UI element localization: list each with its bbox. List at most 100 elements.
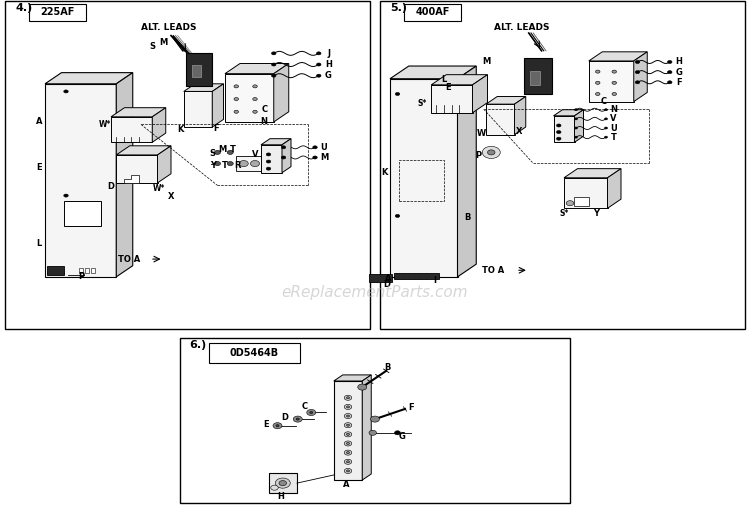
Polygon shape [514, 97, 526, 135]
Circle shape [596, 70, 600, 73]
Text: 225AF: 225AF [40, 8, 74, 17]
Circle shape [394, 431, 400, 435]
Bar [209, 343, 300, 363]
Circle shape [275, 478, 290, 488]
Text: M: M [320, 153, 328, 162]
Text: M: M [159, 38, 168, 47]
Text: H: H [325, 60, 332, 69]
Text: A: A [385, 274, 391, 283]
Text: T: T [610, 133, 616, 142]
Circle shape [574, 118, 578, 120]
Bar [186, 53, 212, 86]
Circle shape [668, 71, 672, 74]
Text: K: K [381, 168, 387, 177]
Circle shape [239, 161, 248, 167]
Text: Y: Y [593, 209, 599, 218]
Bar [404, 4, 461, 21]
Circle shape [612, 70, 616, 73]
Polygon shape [152, 108, 166, 142]
Polygon shape [158, 146, 171, 183]
Polygon shape [184, 84, 224, 91]
Circle shape [574, 127, 578, 129]
Text: E: E [263, 420, 269, 429]
Text: X: X [168, 192, 174, 201]
Text: E: E [36, 163, 42, 172]
Circle shape [316, 52, 321, 55]
Circle shape [346, 452, 350, 454]
Circle shape [346, 433, 350, 435]
Polygon shape [116, 73, 133, 277]
Circle shape [566, 201, 574, 206]
Text: C: C [601, 97, 607, 106]
Circle shape [266, 167, 271, 170]
Polygon shape [362, 375, 371, 480]
Circle shape [266, 160, 271, 163]
Circle shape [344, 423, 352, 428]
Text: C: C [262, 105, 268, 114]
Circle shape [214, 150, 220, 154]
Circle shape [635, 81, 640, 84]
Circle shape [344, 395, 352, 400]
Circle shape [346, 406, 350, 408]
Text: I: I [433, 276, 436, 285]
Circle shape [253, 98, 257, 101]
Circle shape [272, 74, 276, 77]
Polygon shape [564, 178, 608, 208]
Text: H: H [277, 492, 284, 501]
Circle shape [234, 98, 238, 101]
Circle shape [604, 118, 608, 120]
Polygon shape [116, 155, 158, 183]
Text: D: D [281, 413, 289, 422]
Text: N: N [610, 105, 617, 114]
Text: H: H [675, 57, 682, 67]
Circle shape [64, 90, 68, 93]
Text: D: D [382, 280, 390, 289]
Text: V: V [610, 114, 616, 123]
Text: B: B [464, 213, 470, 222]
Polygon shape [472, 75, 488, 113]
Polygon shape [225, 64, 289, 74]
Circle shape [344, 441, 352, 446]
Text: TO A: TO A [118, 255, 140, 264]
Circle shape [370, 416, 380, 422]
Bar [268, 473, 297, 493]
Circle shape [296, 418, 299, 420]
Bar [394, 273, 439, 279]
Circle shape [358, 384, 367, 390]
Circle shape [273, 423, 282, 429]
Text: S*: S* [418, 99, 427, 108]
Text: T: T [230, 145, 236, 154]
Text: 6.): 6.) [189, 340, 206, 351]
Text: ALT. LEADS: ALT. LEADS [494, 23, 549, 33]
Text: L: L [441, 75, 447, 84]
Circle shape [227, 162, 233, 166]
Circle shape [596, 81, 600, 84]
Circle shape [635, 71, 640, 74]
Polygon shape [274, 64, 289, 122]
Circle shape [251, 161, 260, 167]
Circle shape [556, 137, 561, 140]
Text: G: G [325, 71, 332, 80]
Text: F: F [213, 123, 219, 133]
Text: J: J [327, 49, 330, 58]
Circle shape [574, 109, 578, 111]
Polygon shape [458, 66, 476, 277]
Circle shape [612, 81, 616, 84]
Circle shape [604, 136, 608, 138]
Polygon shape [608, 169, 621, 208]
Circle shape [668, 81, 672, 84]
Text: C: C [302, 402, 307, 411]
Circle shape [344, 450, 352, 455]
Circle shape [612, 92, 616, 96]
Circle shape [313, 156, 317, 159]
Text: TO A: TO A [482, 266, 505, 275]
Polygon shape [116, 146, 171, 155]
Circle shape [266, 153, 271, 156]
Circle shape [604, 127, 608, 129]
Circle shape [271, 485, 278, 490]
Text: eReplacementParts.com: eReplacementParts.com [282, 284, 468, 300]
Bar [399, 160, 444, 201]
Circle shape [276, 425, 279, 427]
Text: B: B [384, 363, 390, 372]
Circle shape [310, 411, 313, 414]
